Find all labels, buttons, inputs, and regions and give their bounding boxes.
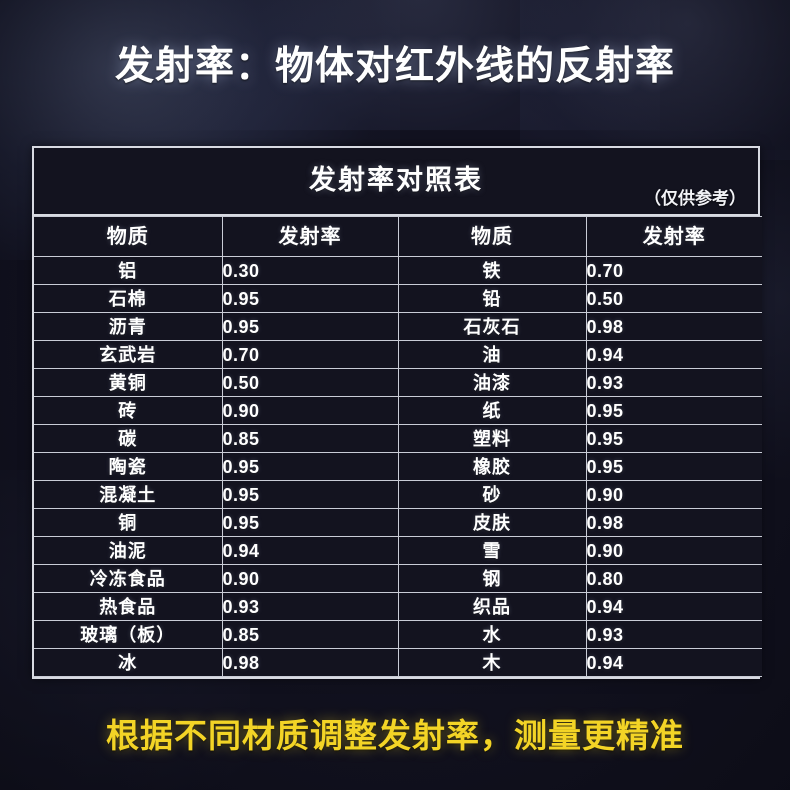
emissivity-cell: 0.95 (221, 312, 399, 341)
emissivity-cell: 0.50 (221, 368, 399, 397)
table-row: 铜 0.95 皮肤 0.98 (34, 508, 762, 537)
emissivity-cell: 0.90 (585, 536, 762, 565)
substance-cell: 纸 (397, 396, 587, 425)
substance-cell: 油 (397, 340, 587, 369)
emissivity-cell: 0.90 (585, 480, 762, 509)
table-header-row: 物质 发射率 物质 发射率 (34, 216, 762, 257)
substance-cell: 水 (397, 620, 587, 649)
emissivity-cell: 0.98 (221, 648, 399, 677)
substance-cell: 石棉 (34, 284, 223, 313)
column-header-substance-left: 物质 (34, 216, 223, 257)
substance-cell: 钢 (397, 564, 587, 593)
table-row: 碳 0.85 塑料 0.95 (34, 424, 762, 453)
emissivity-cell: 0.95 (585, 452, 762, 481)
emissivity-cell: 0.94 (585, 592, 762, 621)
emissivity-cell: 0.93 (221, 592, 399, 621)
substance-cell: 铜 (34, 508, 223, 537)
emissivity-cell: 0.95 (221, 284, 399, 313)
emissivity-cell: 0.80 (585, 564, 762, 593)
emissivity-cell: 0.98 (585, 508, 762, 537)
table-row: 油泥 0.94 雪 0.90 (34, 536, 762, 565)
table-row: 黄铜 0.50 油漆 0.93 (34, 368, 762, 397)
emissivity-cell: 0.94 (585, 340, 762, 369)
substance-cell: 雪 (397, 536, 587, 565)
emissivity-cell: 0.95 (221, 452, 399, 481)
substance-cell: 皮肤 (397, 508, 587, 537)
substance-cell: 砖 (34, 396, 223, 425)
substance-cell: 冰 (34, 648, 223, 677)
emissivity-cell: 0.50 (585, 284, 762, 313)
table-row: 沥青 0.95 石灰石 0.98 (34, 312, 762, 341)
table-row: 冰 0.98 木 0.94 (34, 648, 762, 677)
substance-cell: 铁 (397, 256, 587, 285)
emissivity-cell: 0.85 (221, 424, 399, 453)
footer-caption: 根据不同材质调整发射率，测量更精准 (106, 717, 684, 754)
substance-cell: 热食品 (34, 592, 223, 621)
column-header-substance-right: 物质 (397, 216, 587, 257)
substance-cell: 砂 (397, 480, 587, 509)
table-row: 玄武岩 0.70 油 0.94 (34, 340, 762, 369)
emissivity-table: 物质 发射率 物质 发射率 铝 0.30 铁 0.70 石棉 0.95 铅 0.50 沥青 0.9… (34, 216, 762, 677)
emissivity-cell: 0.30 (221, 256, 399, 285)
table-row: 热食品 0.93 织品 0.94 (34, 592, 762, 621)
substance-cell: 铅 (397, 284, 587, 313)
table-row: 陶瓷 0.95 橡胶 0.95 (34, 452, 762, 481)
column-header-emissivity-right: 发射率 (585, 216, 762, 257)
emissivity-table-card: 发射率对照表 （仅供参考） 物质 发射率 物质 发射率 铝 0.30 铁 0.70 石棉… (32, 146, 762, 679)
emissivity-cell: 0.95 (221, 508, 399, 537)
emissivity-cell: 0.93 (585, 620, 762, 649)
substance-cell: 沥青 (34, 312, 223, 341)
emissivity-cell: 0.85 (221, 620, 399, 649)
table-row: 冷冻食品 0.90 钢 0.80 (34, 564, 762, 593)
page-title: 发射率：物体对红外线的反射率 (114, 45, 675, 88)
column-header-emissivity-left: 发射率 (221, 216, 399, 257)
emissivity-cell: 0.95 (585, 396, 762, 425)
table-body: 铝 0.30 铁 0.70 石棉 0.95 铅 0.50 沥青 0.95 石灰石 0.98 玄武岩 0.7… (34, 256, 762, 677)
substance-cell: 橡胶 (397, 452, 587, 481)
table-header: 物质 发射率 物质 发射率 (34, 216, 762, 257)
table-row: 铝 0.30 铁 0.70 (34, 256, 762, 285)
table-title: 发射率对照表 (309, 165, 483, 195)
substance-cell: 混凝土 (34, 480, 223, 509)
substance-cell: 织品 (397, 592, 587, 621)
table-row: 石棉 0.95 铅 0.50 (34, 284, 762, 313)
substance-cell: 碳 (34, 424, 223, 453)
table-row: 玻璃（板） 0.85 水 0.93 (34, 620, 762, 649)
table-row: 砖 0.90 纸 0.95 (34, 396, 762, 425)
substance-cell: 塑料 (397, 424, 587, 453)
emissivity-cell: 0.93 (585, 368, 762, 397)
emissivity-cell: 0.70 (585, 256, 762, 285)
emissivity-cell: 0.94 (221, 536, 399, 565)
emissivity-cell: 0.94 (585, 648, 762, 677)
substance-cell: 玻璃（板） (34, 620, 223, 649)
emissivity-cell: 0.95 (221, 480, 399, 509)
emissivity-cell: 0.95 (585, 424, 762, 453)
substance-cell: 铝 (34, 256, 223, 285)
substance-cell: 玄武岩 (34, 340, 223, 369)
emissivity-cell: 0.90 (221, 564, 399, 593)
substance-cell: 石灰石 (397, 312, 587, 341)
substance-cell: 黄铜 (34, 368, 223, 397)
emissivity-cell: 0.70 (221, 340, 399, 369)
emissivity-cell: 0.98 (585, 312, 762, 341)
table-note-reference-only: （仅供参考） (644, 189, 746, 208)
substance-cell: 冷冻食品 (34, 564, 223, 593)
substance-cell: 油泥 (34, 536, 223, 565)
table-row: 混凝土 0.95 砂 0.90 (34, 480, 762, 509)
substance-cell: 油漆 (397, 368, 587, 397)
substance-cell: 陶瓷 (34, 452, 223, 481)
table-title-band: 发射率对照表 （仅供参考） (34, 148, 758, 216)
substance-cell: 木 (397, 648, 587, 677)
emissivity-cell: 0.90 (221, 396, 399, 425)
